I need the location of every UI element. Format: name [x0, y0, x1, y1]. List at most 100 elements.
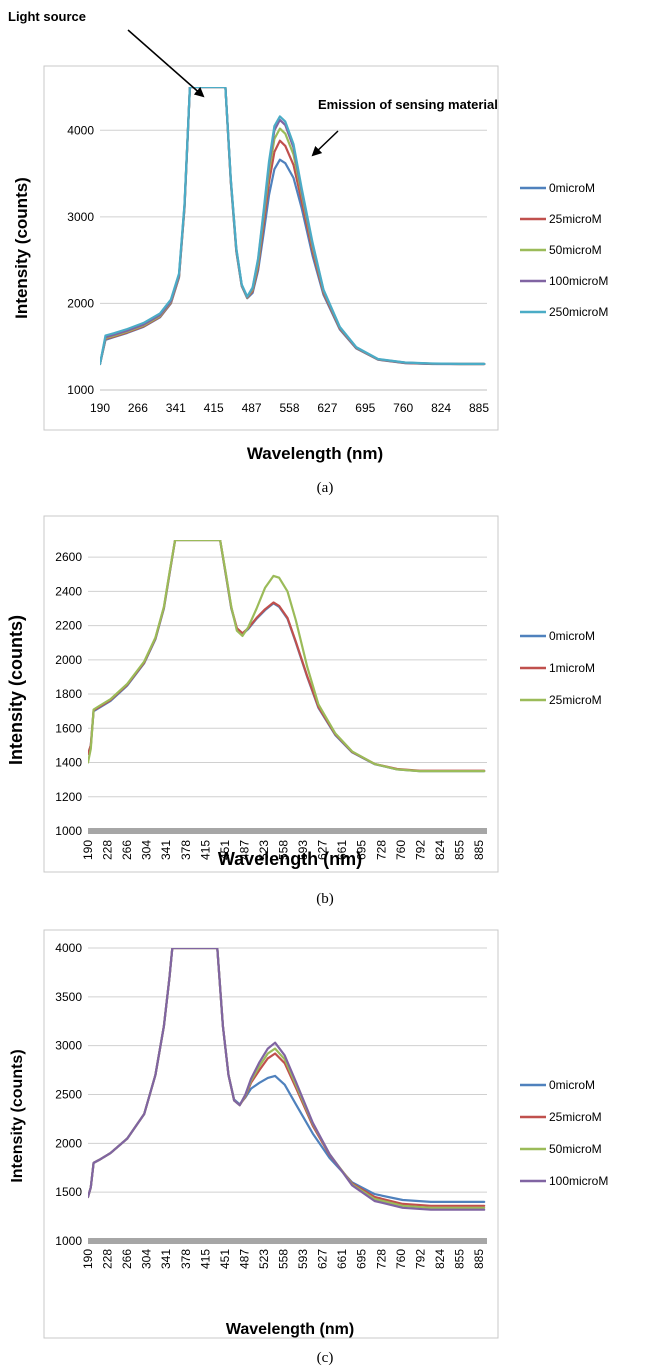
x-tick-label: 341	[166, 401, 186, 415]
x-tick-label: 661	[335, 1249, 349, 1269]
emission-arrow	[311, 130, 339, 157]
x-tick-label: 487	[237, 840, 251, 860]
legend-label: 100microM	[549, 1174, 608, 1188]
panel-b-x-axis-title: Wavelength (nm)	[218, 849, 362, 869]
light-source-annotation: Light source	[8, 9, 86, 24]
x-tick-label: 266	[128, 401, 148, 415]
series-line-250microM	[100, 87, 486, 366]
x-tick-label: 190	[81, 840, 95, 860]
x-tick-label: 266	[120, 1249, 134, 1269]
y-tick-label: 2200	[55, 619, 82, 633]
panel-a-y-axis-title: Intensity (counts)	[12, 177, 31, 319]
panel-a-series	[100, 87, 486, 366]
y-tick-label: 2400	[55, 584, 82, 598]
light-source-arrow	[127, 29, 205, 98]
panel-c-legend: 0microM 25microM 50microM 100microM	[520, 1078, 608, 1188]
legend-label: 100microM	[549, 274, 608, 288]
legend-label: 25microM	[549, 693, 602, 707]
panel-c-x-axis-title: Wavelength (nm)	[226, 1321, 354, 1338]
panel-b: 1000 1200 1400 1600 1800 2000 2200 2400 2600 190…	[6, 515, 602, 907]
x-tick-label: 695	[355, 840, 369, 860]
panel-c-y-ticks: 1000 1500 2000 2500 3000 3500 4000	[55, 941, 82, 1248]
panel-a-y-ticks: 1000 2000 3000 4000	[67, 123, 94, 397]
x-tick-label: 451	[218, 1249, 232, 1269]
x-tick-label: 792	[413, 1249, 427, 1269]
y-tick-label: 1600	[55, 721, 82, 735]
panel-b-series	[88, 540, 486, 773]
legend-label: 0microM	[549, 629, 595, 643]
x-tick-label: 558	[279, 401, 299, 415]
panel-c-caption: (c)	[317, 1350, 334, 1366]
panel-b-y-ticks: 1000 1200 1400 1600 1800 2000 2200 2400 2600	[55, 550, 82, 838]
x-tick-label: 378	[179, 1249, 193, 1269]
y-tick-label: 4000	[67, 123, 94, 137]
legend-label: 25microM	[549, 212, 602, 226]
x-tick-label: 190	[81, 1249, 95, 1269]
x-tick-label: 487	[242, 401, 262, 415]
x-tick-label: 824	[431, 401, 451, 415]
x-tick-label: 885	[472, 1249, 486, 1269]
panel-a-x-ticks: 190 266 341 415 487 558 627 695 760 824 885	[90, 401, 489, 415]
x-tick-label: 627	[316, 1249, 330, 1269]
panel-c-y-axis-title: Intensity (counts)	[9, 1049, 26, 1182]
x-axis-bar	[88, 1238, 487, 1244]
panel-c-gridlines	[88, 947, 487, 1244]
y-tick-label: 1500	[55, 1185, 82, 1199]
y-tick-label: 2600	[55, 550, 82, 564]
x-tick-label: 760	[394, 1249, 408, 1269]
x-axis-bar	[88, 828, 487, 834]
y-tick-label: 1000	[55, 1234, 82, 1248]
panel-b-legend: 0microM 1microM 25microM	[520, 629, 602, 707]
x-tick-label: 523	[257, 1249, 271, 1269]
x-tick-label: 451	[218, 840, 232, 860]
x-tick-label: 695	[355, 1249, 369, 1269]
panel-a: 1000 2000 3000 4000 190 266 341 415 487 558 627 69…	[8, 9, 608, 496]
panel-a-caption: (a)	[317, 480, 334, 496]
x-tick-label: 558	[277, 840, 291, 860]
legend-label: 0microM	[549, 181, 595, 195]
legend-label: 0microM	[549, 1078, 595, 1092]
x-tick-label: 558	[277, 1249, 291, 1269]
panel-c: 1000 1500 2000 2500 3000 3500 4000 190 228 266 30…	[9, 929, 608, 1366]
y-tick-label: 2500	[55, 1088, 82, 1102]
x-tick-label: 728	[374, 840, 388, 860]
legend-label: 25microM	[549, 1110, 602, 1124]
y-tick-label: 1200	[55, 790, 82, 804]
legend-label: 50microM	[549, 243, 602, 257]
x-tick-label: 885	[469, 401, 489, 415]
x-tick-label: 304	[140, 1249, 154, 1269]
y-tick-label: 1000	[55, 824, 82, 838]
legend-label: 250microM	[549, 305, 608, 319]
panel-a-frame	[43, 65, 499, 431]
x-tick-label: 792	[413, 840, 427, 860]
x-tick-label: 341	[159, 840, 173, 860]
x-tick-label: 593	[296, 840, 310, 860]
x-tick-label: 415	[198, 1249, 212, 1269]
y-tick-label: 1400	[55, 756, 82, 770]
panel-c-series	[88, 948, 486, 1211]
x-tick-label: 627	[317, 401, 337, 415]
x-tick-label: 228	[101, 840, 115, 860]
y-tick-label: 3000	[67, 210, 94, 224]
legend-label: 1microM	[549, 661, 595, 675]
panel-b-x-ticks: 190 228 266 304 341 378 415 451 487 523 558 593 627 6…	[81, 840, 486, 860]
legend-label: 50microM	[549, 1142, 602, 1156]
x-tick-label: 378	[179, 840, 193, 860]
y-tick-label: 3500	[55, 990, 82, 1004]
y-tick-label: 3000	[55, 1039, 82, 1053]
x-tick-label: 487	[237, 1249, 251, 1269]
y-tick-label: 2000	[67, 296, 94, 310]
x-tick-label: 190	[90, 401, 110, 415]
x-tick-label: 695	[355, 401, 375, 415]
panel-b-caption: (b)	[316, 891, 334, 907]
x-tick-label: 661	[335, 840, 349, 860]
x-tick-label: 824	[433, 1249, 447, 1269]
y-tick-label: 2000	[55, 1136, 82, 1150]
series-line-100microM	[88, 948, 486, 1211]
x-tick-label: 523	[257, 840, 271, 860]
x-tick-label: 760	[394, 840, 408, 860]
x-tick-label: 760	[393, 401, 413, 415]
x-tick-label: 855	[452, 1249, 466, 1269]
y-tick-label: 1800	[55, 687, 82, 701]
